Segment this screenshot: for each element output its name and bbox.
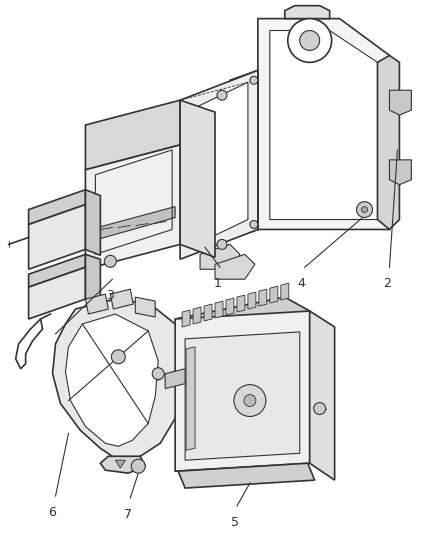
Polygon shape (175, 297, 310, 334)
Polygon shape (259, 289, 267, 306)
Polygon shape (215, 301, 223, 318)
Polygon shape (110, 289, 133, 309)
Circle shape (361, 207, 367, 213)
Polygon shape (85, 254, 100, 304)
Circle shape (300, 30, 320, 51)
Polygon shape (165, 369, 185, 389)
Polygon shape (186, 347, 195, 450)
Polygon shape (270, 30, 378, 220)
Circle shape (152, 368, 164, 379)
Polygon shape (85, 190, 100, 255)
Polygon shape (180, 70, 258, 260)
Polygon shape (378, 55, 399, 230)
Polygon shape (85, 100, 180, 170)
Circle shape (104, 255, 117, 267)
Polygon shape (258, 19, 389, 230)
Polygon shape (53, 299, 185, 460)
Text: 6: 6 (49, 506, 57, 519)
Polygon shape (85, 145, 180, 269)
Polygon shape (185, 332, 300, 460)
Polygon shape (85, 294, 108, 314)
Polygon shape (178, 463, 314, 488)
Circle shape (314, 402, 326, 415)
Polygon shape (389, 160, 411, 185)
Text: 7: 7 (124, 508, 132, 521)
Polygon shape (281, 283, 289, 300)
Polygon shape (204, 304, 212, 321)
Circle shape (217, 239, 227, 249)
Polygon shape (190, 82, 248, 247)
Text: 1: 1 (214, 277, 222, 290)
Polygon shape (182, 310, 190, 327)
Polygon shape (237, 295, 245, 312)
Text: 4: 4 (298, 277, 306, 290)
Polygon shape (90, 207, 175, 241)
Circle shape (111, 350, 125, 364)
Circle shape (244, 394, 256, 407)
Polygon shape (310, 311, 335, 480)
Polygon shape (230, 70, 258, 239)
Polygon shape (28, 267, 85, 319)
Polygon shape (215, 254, 255, 279)
Polygon shape (200, 245, 240, 269)
Circle shape (234, 385, 266, 416)
Text: 3: 3 (106, 289, 114, 302)
Polygon shape (28, 254, 85, 287)
Polygon shape (66, 314, 158, 446)
Polygon shape (28, 190, 85, 224)
Text: 2: 2 (384, 277, 392, 290)
Polygon shape (180, 100, 215, 257)
Polygon shape (175, 311, 310, 471)
Text: 5: 5 (231, 516, 239, 529)
Circle shape (288, 19, 332, 62)
Polygon shape (226, 298, 234, 315)
Polygon shape (100, 456, 145, 473)
Circle shape (131, 459, 145, 473)
Circle shape (217, 90, 227, 100)
Polygon shape (248, 292, 256, 309)
Polygon shape (270, 286, 278, 303)
Polygon shape (285, 6, 330, 19)
Polygon shape (115, 460, 125, 468)
Polygon shape (135, 297, 155, 317)
Polygon shape (193, 307, 201, 324)
Circle shape (250, 221, 258, 229)
Polygon shape (28, 205, 85, 269)
Polygon shape (389, 90, 411, 115)
Circle shape (250, 76, 258, 84)
Circle shape (357, 201, 372, 217)
